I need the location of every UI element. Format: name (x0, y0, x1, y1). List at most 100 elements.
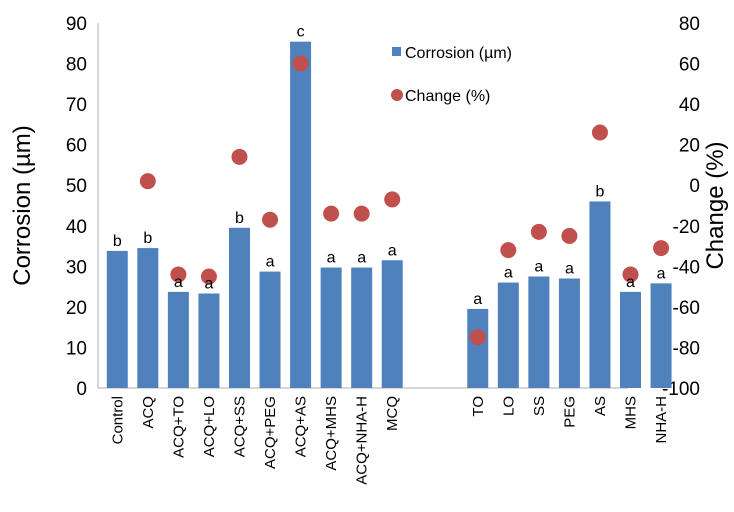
bar (620, 291, 642, 388)
y2-tick-label: -20 (673, 217, 700, 238)
change-point (561, 227, 578, 244)
legend-bar-swatch (392, 47, 401, 56)
change-point (200, 268, 217, 285)
y-tick-label: 80 (66, 55, 87, 76)
y-tick-label: 50 (66, 176, 87, 197)
y-tick-label: 60 (66, 136, 87, 157)
change-point (170, 266, 187, 283)
significance-letter: a (204, 276, 213, 293)
bar (106, 250, 128, 388)
significance-letter: a (357, 250, 366, 267)
change-point (323, 205, 340, 222)
significance-letter: a (626, 274, 635, 291)
y2-tick-label: 0 (689, 176, 700, 197)
category-label: Control (109, 396, 126, 444)
category-label: TO (470, 396, 487, 417)
bar (381, 260, 403, 388)
significance-letter: a (473, 291, 482, 308)
category-label: NHA-H (653, 396, 670, 444)
y2-tick-label: 80 (679, 14, 700, 35)
significance-letter: a (388, 242, 397, 259)
significance-letter: b (113, 233, 122, 250)
y2-tick-label: 20 (679, 136, 700, 157)
legend: Corrosion (µm) Change (%) (391, 45, 512, 105)
y2-tick-label: 40 (679, 95, 700, 116)
significance-letter: b (143, 230, 152, 247)
bar (351, 267, 373, 388)
y-tick-label: 70 (66, 95, 87, 116)
significance-letter: a (657, 265, 666, 282)
category-label: ACQ+AS (293, 396, 310, 457)
significance-letter: c (297, 24, 305, 41)
significance-letter: a (534, 258, 543, 275)
y-tick-label: 10 (66, 338, 87, 359)
category-label: PEG (561, 396, 578, 428)
bar (528, 276, 550, 388)
category-label: AS (592, 396, 609, 416)
y2-tick-label: -80 (673, 338, 700, 359)
bar (320, 267, 342, 388)
significance-letter: a (565, 261, 574, 278)
change-point (500, 242, 517, 259)
change-point (262, 211, 279, 228)
category-labels: Control ACQ ACQ+TO ACQ+LO ACQ+SS ACQ+PEG ACQ+A… (109, 396, 670, 485)
change-point (469, 329, 486, 346)
change-point (292, 55, 309, 72)
category-label: ACQ+NHA-H (354, 396, 371, 485)
y-tick-label: 0 (76, 379, 87, 400)
change-point (139, 173, 156, 190)
legend-point-swatch (391, 89, 403, 101)
y-tick-label: 40 (66, 217, 87, 238)
change-point (653, 240, 670, 257)
significance-letter: a (504, 265, 513, 282)
point-series (139, 55, 670, 346)
bar (137, 248, 159, 388)
bar (167, 291, 189, 388)
y2-tick-label: 60 (679, 55, 700, 76)
significance-letter: a (174, 274, 183, 291)
significance-letter: a (327, 250, 336, 267)
bar (589, 201, 611, 388)
bar-series (106, 41, 672, 389)
bar (467, 308, 489, 388)
change-point (384, 191, 401, 208)
change-point (591, 124, 608, 141)
bar (228, 227, 250, 388)
bar (558, 278, 580, 388)
bar (290, 41, 312, 389)
category-label: ACQ+LO (201, 396, 218, 457)
bar (198, 293, 220, 388)
change-point (353, 205, 370, 222)
category-label: ACQ+SS (231, 396, 248, 457)
y2-tick-label: -60 (673, 298, 700, 319)
left-tick-labels: 0 10 20 30 40 50 60 70 80 90 (66, 14, 87, 400)
y2-tick-label: -40 (673, 257, 700, 278)
significance-letter: b (596, 183, 605, 200)
y-axis-title: Corrosion (µm) (9, 125, 36, 286)
change-point (622, 266, 639, 283)
category-label: LO (500, 396, 517, 416)
y-tick-label: 20 (66, 298, 87, 319)
category-label: ACQ+TO (170, 396, 187, 458)
change-point (231, 148, 248, 165)
y-tick-label: 30 (66, 257, 87, 278)
category-label: MHS (623, 396, 640, 429)
y2-axis-title: Change (%) (702, 141, 729, 269)
category-label: MCQ (384, 396, 401, 431)
category-label: ACQ+PEG (262, 396, 279, 469)
bar (259, 271, 281, 388)
bar (650, 283, 672, 388)
significance-letter: a (266, 254, 275, 271)
significance-letter: b (235, 210, 244, 227)
bar (497, 282, 519, 388)
category-label: ACQ+MHS (323, 396, 340, 471)
significance-letters: b b a a b a c a a a a a a a b a a (113, 24, 666, 308)
legend-point-label: Change (%) (405, 88, 490, 105)
category-label: ACQ (140, 396, 157, 429)
change-point (530, 223, 547, 240)
y-tick-label: 90 (66, 14, 87, 35)
category-label: SS (531, 396, 548, 416)
